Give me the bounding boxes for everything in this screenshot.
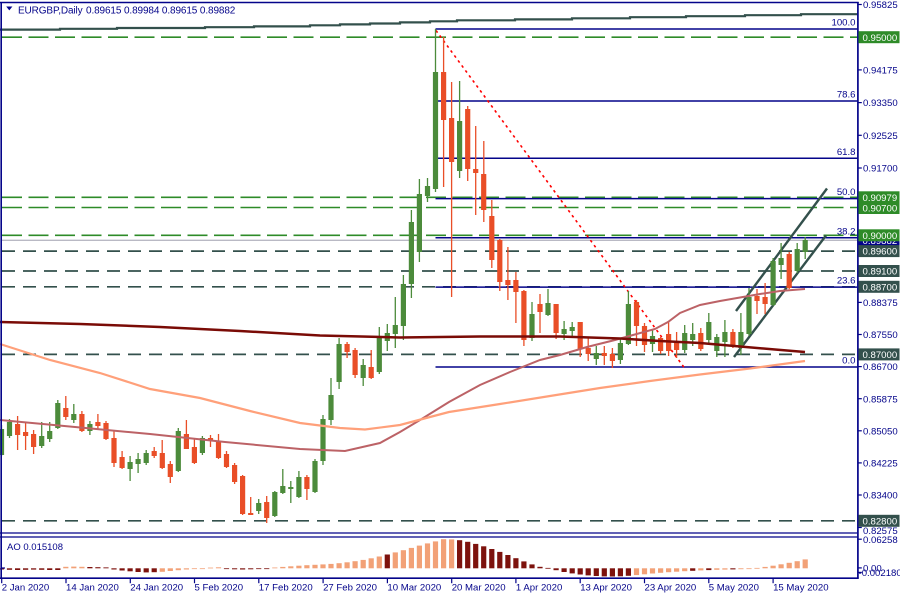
svg-text:20 Mar 2020: 20 Mar 2020	[452, 583, 506, 594]
svg-text:10 Mar 2020: 10 Mar 2020	[387, 583, 441, 594]
svg-text:EURGBP,Daily: EURGBP,Daily	[18, 5, 83, 16]
svg-text:24 Jan 2020: 24 Jan 2020	[130, 583, 183, 594]
svg-text:38.2: 38.2	[837, 226, 856, 237]
svg-text:0.86700: 0.86700	[863, 362, 898, 373]
svg-text:0.92525: 0.92525	[863, 131, 898, 142]
svg-text:78.6: 78.6	[837, 90, 856, 101]
svg-text:27 Feb 2020: 27 Feb 2020	[323, 583, 377, 594]
svg-text:13 Apr 2020: 13 Apr 2020	[580, 583, 632, 594]
svg-text:0.87000: 0.87000	[863, 350, 898, 361]
svg-text:0.00: 0.00	[863, 564, 882, 575]
svg-text:0.90700: 0.90700	[863, 204, 898, 215]
svg-text:0.89600: 0.89600	[863, 247, 898, 258]
svg-text:0.94175: 0.94175	[863, 66, 898, 77]
svg-text:0.89882: 0.89882	[863, 236, 898, 247]
svg-text:1 Apr 2020: 1 Apr 2020	[516, 583, 562, 594]
svg-text:15 May 2020: 15 May 2020	[773, 583, 828, 594]
svg-text:0.06258: 0.06258	[863, 535, 898, 546]
svg-text:AO 0.015108: AO 0.015108	[7, 542, 63, 553]
svg-text:100.0: 100.0	[831, 18, 855, 29]
svg-text:0.89100: 0.89100	[863, 267, 898, 278]
svg-text:61.8: 61.8	[837, 147, 856, 158]
svg-text:0.95000: 0.95000	[863, 33, 898, 44]
svg-text:0.85050: 0.85050	[863, 426, 898, 437]
svg-text:0.82575: 0.82575	[863, 526, 898, 537]
svg-text:0.89615 0.89984 0.89615 0.8988: 0.89615 0.89984 0.89615 0.89882	[86, 5, 236, 16]
svg-text:5 May 2020: 5 May 2020	[709, 583, 759, 594]
svg-text:23.6: 23.6	[837, 276, 856, 287]
svg-text:0.88375: 0.88375	[863, 298, 898, 309]
svg-text:23 Apr 2020: 23 Apr 2020	[645, 583, 697, 594]
svg-text:0.83400: 0.83400	[863, 491, 898, 502]
svg-text:0.85875: 0.85875	[863, 394, 898, 405]
svg-text:50.0: 50.0	[837, 187, 856, 198]
svg-text:0.95825: 0.95825	[863, 0, 898, 11]
svg-text:0.84225: 0.84225	[863, 459, 898, 470]
svg-text:0.88700: 0.88700	[863, 282, 898, 293]
svg-text:0.82800: 0.82800	[863, 516, 898, 527]
svg-text:5 Feb 2020: 5 Feb 2020	[195, 583, 244, 594]
svg-text:-0.0021802: -0.0021802	[859, 568, 900, 579]
svg-text:0.90000: 0.90000	[863, 231, 898, 242]
svg-text:0.90979: 0.90979	[863, 193, 898, 204]
svg-text:0.0: 0.0	[842, 356, 855, 367]
svg-text:14 Jan 2020: 14 Jan 2020	[66, 583, 119, 594]
svg-text:2 Jan 2020: 2 Jan 2020	[2, 583, 49, 594]
svg-text:0.87550: 0.87550	[863, 330, 898, 341]
svg-text:17 Feb 2020: 17 Feb 2020	[259, 583, 313, 594]
svg-text:0.91700: 0.91700	[863, 164, 898, 175]
svg-text:0.93350: 0.93350	[863, 98, 898, 109]
